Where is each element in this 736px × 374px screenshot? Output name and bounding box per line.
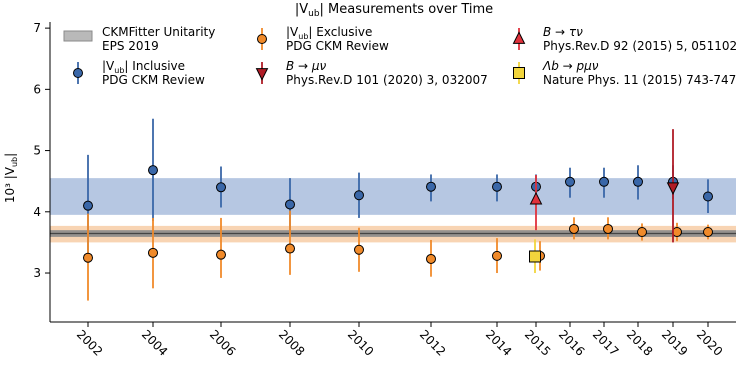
data-point [565,176,575,187]
y-tick-label: 3 [33,266,41,280]
x-tick-label: 2016 [556,327,587,358]
legend-source: Phys.Rev.D 92 (2015) 5, 051102 [543,39,736,53]
data-point [599,176,609,187]
data-point [216,182,226,193]
x-tick-label: 2017 [590,327,621,358]
legend-label: CKMFitter Unitarity [102,25,215,39]
x-tick-label: 2002 [74,327,105,358]
series-exclusive [83,210,713,301]
data-point [529,250,541,263]
data-point [148,247,158,258]
legend-label: Λb → pμν [542,59,599,73]
legend-label: B → μν [286,59,327,73]
x-tick-label: 2010 [345,327,376,358]
legend-marker [512,31,526,44]
legend-marker [257,34,267,44]
series-lambda [529,239,541,274]
data-point [83,200,93,211]
data-point [603,223,613,234]
data-point [633,176,643,187]
data-point [569,223,579,234]
chart-title: |Vub| Measurements over Time [295,2,493,19]
y-tick-label: 5 [33,144,41,158]
legend-source: EPS 2019 [102,39,159,53]
legend-label: B → τν [543,25,583,39]
data-point [354,190,364,201]
y-tick-label: 7 [33,21,41,35]
x-tick-label: 2015 [522,327,553,358]
legend-marker [255,68,269,81]
data-point [148,165,158,176]
data-point [492,181,502,192]
x-tick-label: 2004 [139,327,170,358]
x-tick-label: 2006 [207,327,238,358]
legend-label: |Vub| Exclusive [286,25,372,41]
data-point [492,250,502,261]
legend-label: |Vub| Inclusive [102,59,185,75]
x-tick-label: 2018 [624,327,655,358]
data-point [354,244,364,255]
legend-source: Phys.Rev.D 101 (2020) 3, 032007 [286,73,488,87]
x-tick-label: 2020 [694,327,725,358]
data-point [426,253,436,264]
data-point [83,252,93,263]
data-point [216,249,226,260]
legend-marker [73,68,83,78]
series-munu [666,129,680,243]
legend-marker [513,67,525,79]
x-tick-label: 2019 [659,327,690,358]
data-point [285,199,295,210]
x-tick-label: 2008 [276,327,307,358]
legend-source: PDG CKM Review [286,39,389,53]
data-point [703,191,713,202]
data-point [666,182,680,196]
legend-source: Nature Phys. 11 (2015) 743-747 [543,73,736,87]
y-tick-label: 4 [33,205,41,219]
x-tick-label: 2014 [483,327,514,358]
band-0 [50,178,736,215]
y-tick-label: 6 [33,82,41,96]
data-point [529,191,543,205]
y-axis-label: 10³ |Vub| [3,153,19,203]
data-point [426,181,436,192]
x-tick-label: 2012 [417,327,448,358]
data-point [703,227,713,237]
legend-source: PDG CKM Review [102,73,205,87]
data-point [285,243,295,254]
series-layer [83,118,713,301]
legend-swatch [63,30,93,42]
data-point [637,227,647,237]
series-taunu [529,175,543,231]
